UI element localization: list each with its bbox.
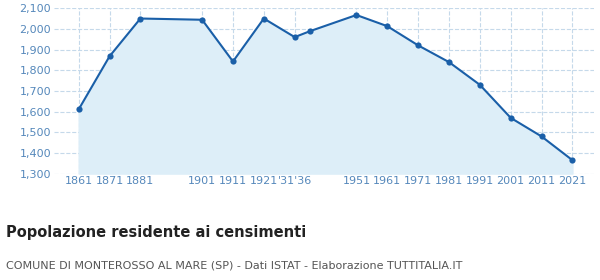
Point — [475, 83, 485, 87]
Point — [352, 13, 361, 17]
Point — [537, 134, 547, 139]
Point — [197, 18, 207, 22]
Point — [259, 16, 269, 21]
Point — [413, 43, 423, 48]
Point — [228, 59, 238, 64]
Point — [105, 54, 115, 59]
Point — [506, 116, 515, 120]
Point — [382, 24, 392, 28]
Text: COMUNE DI MONTEROSSO AL MARE (SP) - Dati ISTAT - Elaborazione TUTTITALIA.IT: COMUNE DI MONTEROSSO AL MARE (SP) - Dati… — [6, 261, 463, 271]
Point — [136, 16, 145, 21]
Text: Popolazione residente ai censimenti: Popolazione residente ai censimenti — [6, 225, 306, 240]
Point — [444, 60, 454, 64]
Point — [290, 35, 299, 39]
Point — [74, 107, 83, 112]
Point — [305, 29, 315, 33]
Point — [568, 158, 577, 162]
